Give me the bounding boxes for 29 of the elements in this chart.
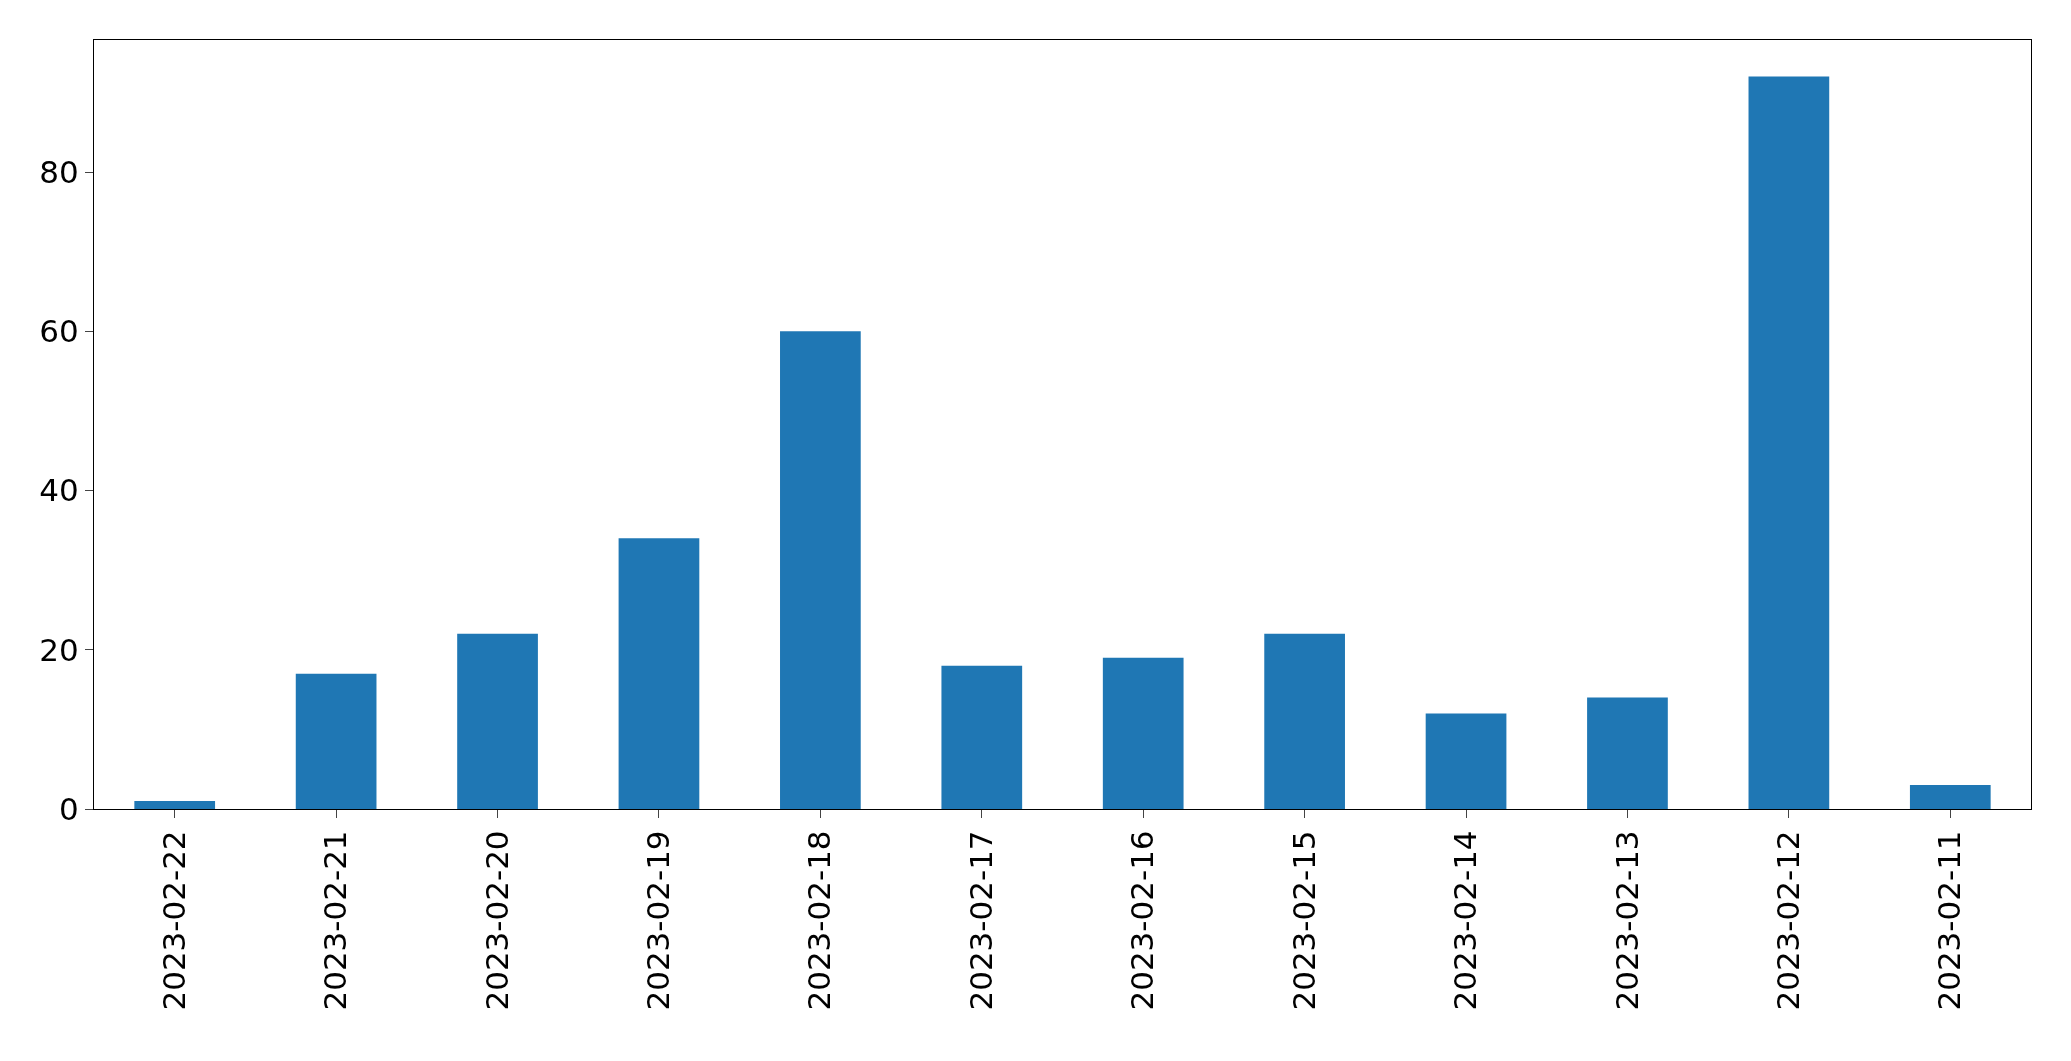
bar xyxy=(780,331,861,809)
x-tick-label: 2023-02-11 xyxy=(1931,830,1968,1011)
bar xyxy=(295,673,377,809)
bar xyxy=(457,633,538,809)
bar xyxy=(1264,633,1345,809)
x-tick-label: 2023-02-12 xyxy=(1769,830,1806,1011)
x-tick-label: 2023-02-21 xyxy=(317,830,354,1011)
y-tick-label: 40 xyxy=(39,472,79,509)
y-tick-label: 20 xyxy=(39,631,79,668)
y-tick-label: 80 xyxy=(39,154,79,190)
x-tick-label: 2023-02-22 xyxy=(155,830,192,1011)
bar xyxy=(1748,76,1830,809)
x-tick-label: 2023-02-14 xyxy=(1447,830,1484,1011)
x-tick-label: 2023-02-16 xyxy=(1124,830,1161,1011)
x-tick-label: 2023-02-15 xyxy=(1285,830,1322,1011)
bar xyxy=(1425,713,1507,809)
y-tick-label: 60 xyxy=(39,313,79,350)
bar xyxy=(134,801,216,809)
bar xyxy=(1587,697,1668,809)
bar xyxy=(618,538,700,809)
x-tick-label: 2023-02-18 xyxy=(801,830,838,1011)
bar xyxy=(941,665,1023,809)
y-tick-label: 0 xyxy=(59,790,79,827)
x-tick-label: 2023-02-17 xyxy=(962,830,999,1011)
bar xyxy=(1102,657,1184,809)
x-tick-label: 2023-02-20 xyxy=(478,830,515,1011)
x-tick-label: 2023-02-19 xyxy=(640,830,677,1011)
bar xyxy=(1909,785,1991,809)
x-tick-label: 2023-02-13 xyxy=(1608,830,1645,1011)
